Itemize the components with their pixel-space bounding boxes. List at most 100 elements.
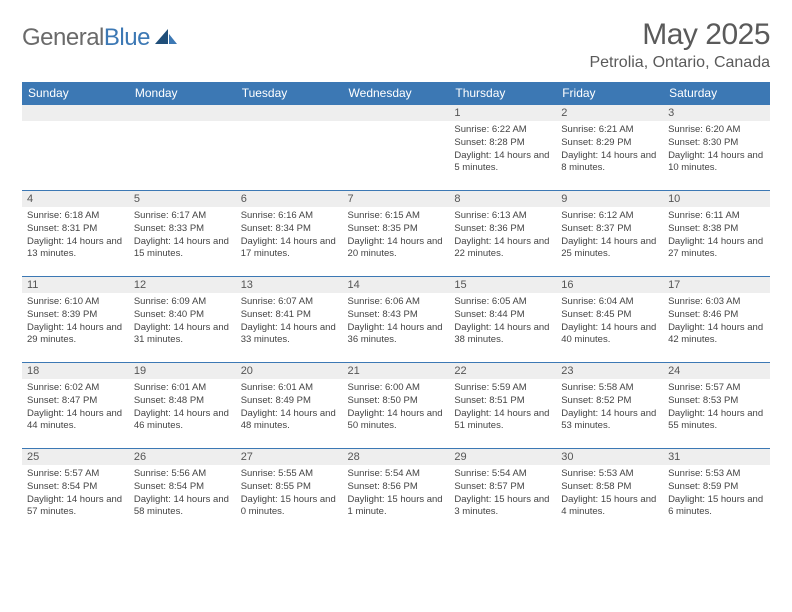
- day-body: Sunrise: 5:53 AMSunset: 8:59 PMDaylight:…: [663, 465, 770, 523]
- day-number: 12: [129, 277, 236, 293]
- day-cell: 24Sunrise: 5:57 AMSunset: 8:53 PMDayligh…: [663, 363, 770, 449]
- day-cell: 12Sunrise: 6:09 AMSunset: 8:40 PMDayligh…: [129, 277, 236, 363]
- sunset-line: Sunset: 8:41 PM: [241, 309, 338, 322]
- sunrise-line: Sunrise: 6:07 AM: [241, 296, 338, 309]
- day-body: Sunrise: 6:10 AMSunset: 8:39 PMDaylight:…: [22, 293, 129, 351]
- week-row: 11Sunrise: 6:10 AMSunset: 8:39 PMDayligh…: [22, 277, 770, 363]
- sunrise-line: Sunrise: 5:53 AM: [561, 468, 658, 481]
- day-body: Sunrise: 6:01 AMSunset: 8:49 PMDaylight:…: [236, 379, 343, 437]
- sunrise-line: Sunrise: 6:20 AM: [668, 124, 765, 137]
- sunrise-line: Sunrise: 5:54 AM: [348, 468, 445, 481]
- month-title: May 2025: [589, 18, 770, 52]
- daylight-line: Daylight: 14 hours and 13 minutes.: [27, 236, 124, 262]
- sunset-line: Sunset: 8:36 PM: [454, 223, 551, 236]
- day-cell: 11Sunrise: 6:10 AMSunset: 8:39 PMDayligh…: [22, 277, 129, 363]
- sunset-line: Sunset: 8:44 PM: [454, 309, 551, 322]
- day-number-empty: [343, 105, 450, 121]
- day-cell: 13Sunrise: 6:07 AMSunset: 8:41 PMDayligh…: [236, 277, 343, 363]
- daylight-line: Daylight: 14 hours and 17 minutes.: [241, 236, 338, 262]
- day-body: Sunrise: 6:15 AMSunset: 8:35 PMDaylight:…: [343, 207, 450, 265]
- daylight-line: Daylight: 14 hours and 38 minutes.: [454, 322, 551, 348]
- day-cell: 14Sunrise: 6:06 AMSunset: 8:43 PMDayligh…: [343, 277, 450, 363]
- daylight-line: Daylight: 14 hours and 10 minutes.: [668, 150, 765, 176]
- location: Petrolia, Ontario, Canada: [589, 54, 770, 72]
- header: GeneralBlue May 2025 Petrolia, Ontario, …: [22, 18, 770, 72]
- day-cell: 16Sunrise: 6:04 AMSunset: 8:45 PMDayligh…: [556, 277, 663, 363]
- sunrise-line: Sunrise: 6:12 AM: [561, 210, 658, 223]
- day-number: 28: [343, 449, 450, 465]
- day-body: Sunrise: 6:21 AMSunset: 8:29 PMDaylight:…: [556, 121, 663, 179]
- daylight-line: Daylight: 15 hours and 0 minutes.: [241, 494, 338, 520]
- daylight-line: Daylight: 14 hours and 48 minutes.: [241, 408, 338, 434]
- sunset-line: Sunset: 8:43 PM: [348, 309, 445, 322]
- daylight-line: Daylight: 14 hours and 36 minutes.: [348, 322, 445, 348]
- sunset-line: Sunset: 8:47 PM: [27, 395, 124, 408]
- day-header: Monday: [129, 82, 236, 105]
- day-body: Sunrise: 6:12 AMSunset: 8:37 PMDaylight:…: [556, 207, 663, 265]
- title-block: May 2025 Petrolia, Ontario, Canada: [589, 18, 770, 72]
- day-cell: 7Sunrise: 6:15 AMSunset: 8:35 PMDaylight…: [343, 191, 450, 277]
- sunrise-line: Sunrise: 6:15 AM: [348, 210, 445, 223]
- sunset-line: Sunset: 8:50 PM: [348, 395, 445, 408]
- sunrise-line: Sunrise: 6:04 AM: [561, 296, 658, 309]
- sunrise-line: Sunrise: 6:09 AM: [134, 296, 231, 309]
- day-cell: 26Sunrise: 5:56 AMSunset: 8:54 PMDayligh…: [129, 449, 236, 535]
- sunrise-line: Sunrise: 5:57 AM: [27, 468, 124, 481]
- day-cell: 3Sunrise: 6:20 AMSunset: 8:30 PMDaylight…: [663, 105, 770, 191]
- daylight-line: Daylight: 14 hours and 29 minutes.: [27, 322, 124, 348]
- day-body: Sunrise: 6:09 AMSunset: 8:40 PMDaylight:…: [129, 293, 236, 351]
- daylight-line: Daylight: 14 hours and 50 minutes.: [348, 408, 445, 434]
- sunrise-line: Sunrise: 6:16 AM: [241, 210, 338, 223]
- logo-text: GeneralBlue: [22, 24, 150, 52]
- sunrise-line: Sunrise: 6:22 AM: [454, 124, 551, 137]
- day-number-empty: [22, 105, 129, 121]
- day-body: Sunrise: 5:57 AMSunset: 8:54 PMDaylight:…: [22, 465, 129, 523]
- daylight-line: Daylight: 14 hours and 25 minutes.: [561, 236, 658, 262]
- day-cell: 10Sunrise: 6:11 AMSunset: 8:38 PMDayligh…: [663, 191, 770, 277]
- day-header: Wednesday: [343, 82, 450, 105]
- day-number: 25: [22, 449, 129, 465]
- day-number: 30: [556, 449, 663, 465]
- day-number-empty: [129, 105, 236, 121]
- week-row: 18Sunrise: 6:02 AMSunset: 8:47 PMDayligh…: [22, 363, 770, 449]
- sunrise-line: Sunrise: 6:21 AM: [561, 124, 658, 137]
- daylight-line: Daylight: 14 hours and 57 minutes.: [27, 494, 124, 520]
- sunset-line: Sunset: 8:39 PM: [27, 309, 124, 322]
- day-number: 6: [236, 191, 343, 207]
- daylight-line: Daylight: 14 hours and 58 minutes.: [134, 494, 231, 520]
- day-body: Sunrise: 6:13 AMSunset: 8:36 PMDaylight:…: [449, 207, 556, 265]
- day-number: 22: [449, 363, 556, 379]
- sunset-line: Sunset: 8:49 PM: [241, 395, 338, 408]
- day-header: Sunday: [22, 82, 129, 105]
- sunset-line: Sunset: 8:56 PM: [348, 481, 445, 494]
- daylight-line: Daylight: 15 hours and 6 minutes.: [668, 494, 765, 520]
- sunrise-line: Sunrise: 6:06 AM: [348, 296, 445, 309]
- day-number: 29: [449, 449, 556, 465]
- day-cell: 5Sunrise: 6:17 AMSunset: 8:33 PMDaylight…: [129, 191, 236, 277]
- day-number: 26: [129, 449, 236, 465]
- day-cell: [343, 105, 450, 191]
- sunrise-line: Sunrise: 5:55 AM: [241, 468, 338, 481]
- day-body: Sunrise: 6:06 AMSunset: 8:43 PMDaylight:…: [343, 293, 450, 351]
- day-cell: 15Sunrise: 6:05 AMSunset: 8:44 PMDayligh…: [449, 277, 556, 363]
- day-cell: 22Sunrise: 5:59 AMSunset: 8:51 PMDayligh…: [449, 363, 556, 449]
- sunset-line: Sunset: 8:57 PM: [454, 481, 551, 494]
- day-cell: 30Sunrise: 5:53 AMSunset: 8:58 PMDayligh…: [556, 449, 663, 535]
- week-row: 4Sunrise: 6:18 AMSunset: 8:31 PMDaylight…: [22, 191, 770, 277]
- daylight-line: Daylight: 15 hours and 4 minutes.: [561, 494, 658, 520]
- sunrise-line: Sunrise: 5:57 AM: [668, 382, 765, 395]
- day-number: 13: [236, 277, 343, 293]
- daylight-line: Daylight: 14 hours and 46 minutes.: [134, 408, 231, 434]
- day-cell: 23Sunrise: 5:58 AMSunset: 8:52 PMDayligh…: [556, 363, 663, 449]
- sunset-line: Sunset: 8:28 PM: [454, 137, 551, 150]
- day-body: Sunrise: 5:58 AMSunset: 8:52 PMDaylight:…: [556, 379, 663, 437]
- sunset-line: Sunset: 8:40 PM: [134, 309, 231, 322]
- sunset-line: Sunset: 8:59 PM: [668, 481, 765, 494]
- sunset-line: Sunset: 8:51 PM: [454, 395, 551, 408]
- daylight-line: Daylight: 14 hours and 40 minutes.: [561, 322, 658, 348]
- day-number: 20: [236, 363, 343, 379]
- day-header: Tuesday: [236, 82, 343, 105]
- day-number: 10: [663, 191, 770, 207]
- sunrise-line: Sunrise: 6:18 AM: [27, 210, 124, 223]
- day-body: Sunrise: 5:54 AMSunset: 8:57 PMDaylight:…: [449, 465, 556, 523]
